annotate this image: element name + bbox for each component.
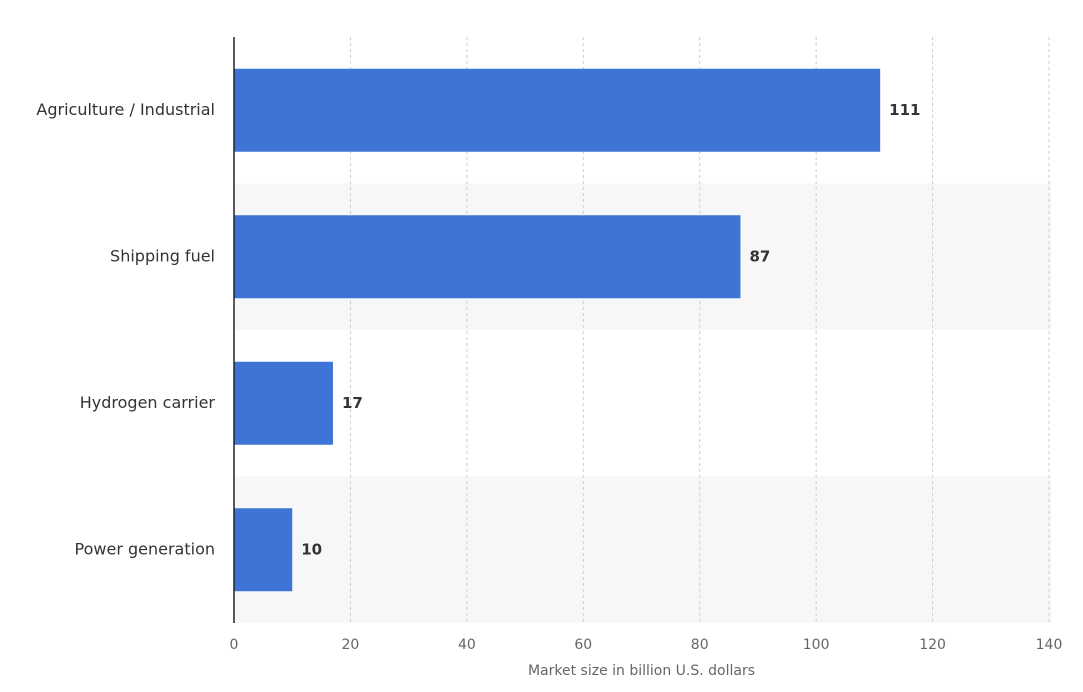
bars [234, 68, 881, 592]
category-label: Agriculture / Industrial [36, 100, 215, 119]
category-label: Shipping fuel [110, 246, 215, 265]
category-label: Power generation [75, 539, 215, 558]
row-band [234, 476, 1051, 623]
x-tick-label: 80 [691, 637, 709, 653]
x-tick-label: 0 [230, 637, 239, 653]
x-tick-label: 120 [919, 637, 946, 653]
bar[interactable] [234, 361, 333, 445]
x-tick-label: 100 [803, 637, 830, 653]
x-tick-labels: 0 20 40 60 80 100 120 140 [230, 637, 1063, 653]
x-tick-label: 60 [574, 637, 592, 653]
value-label: 10 [301, 540, 322, 558]
x-axis-title: Market size in billion U.S. dollars [528, 663, 755, 679]
value-label: 87 [749, 247, 770, 265]
x-tick-label: 40 [458, 637, 476, 653]
row-bands [234, 183, 1051, 623]
value-label: 111 [889, 101, 920, 119]
value-label: 17 [342, 394, 363, 412]
bar[interactable] [234, 215, 741, 299]
x-tick-label: 140 [1036, 637, 1063, 653]
x-tick-label: 20 [342, 637, 360, 653]
bar[interactable] [234, 68, 881, 152]
category-label: Hydrogen carrier [80, 393, 216, 412]
bar[interactable] [234, 508, 293, 592]
category-labels: Agriculture / Industrial Shipping fuel Hyd… [36, 100, 215, 559]
value-labels: 111 87 17 10 [301, 101, 920, 559]
